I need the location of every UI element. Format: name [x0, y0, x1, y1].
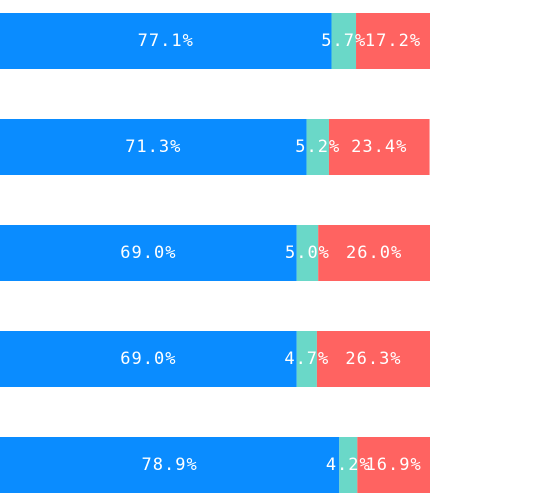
bar-5-secondary-label: 4.2%: [326, 455, 371, 475]
bar-3-secondary-label: 5.0%: [285, 243, 330, 263]
bar-5-secondary-segment: [339, 437, 358, 493]
bar-2-primary-segment: [0, 119, 307, 175]
bar-2-secondary-segment: [306, 119, 329, 175]
bar-1-primary-label: 77.1%: [138, 31, 194, 51]
bar-4-primary-segment: [0, 331, 297, 387]
bar-1-secondary-segment: [331, 13, 357, 69]
bar-4-tertiary-label: 26.3%: [345, 349, 401, 369]
bar-3-secondary-segment: [296, 225, 319, 281]
bar-3-tertiary-segment: [318, 225, 430, 281]
bar-2-secondary-label: 5.2%: [295, 137, 340, 157]
bar-5-tertiary-label: 16.9%: [366, 455, 422, 475]
bar-3-tertiary-label: 26.0%: [346, 243, 402, 263]
bar-5-primary-label: 78.9%: [142, 455, 198, 475]
bar-1-primary-segment: [0, 13, 332, 69]
bar-5-primary-segment: [0, 437, 340, 493]
bar-2-tertiary-segment: [328, 119, 430, 175]
bar-3-primary-segment: [0, 225, 297, 281]
bars-group: [0, 13, 430, 493]
bar-4-tertiary-segment: [316, 331, 430, 387]
bar-1-tertiary-segment: [356, 13, 430, 69]
data-labels-group: 77.1% 5.7%17.2% 71.3% 5.2% 23.4% 69.0% 5.0% 26.…: [120, 31, 422, 475]
bar-4-primary-label: 69.0%: [120, 349, 176, 369]
bar-4-secondary-segment: [296, 331, 317, 387]
bar-1-tertiary-label: 17.2%: [365, 31, 421, 51]
bar-1-secondary-label: 5.7%: [321, 31, 366, 51]
bar-5-tertiary-segment: [357, 437, 430, 493]
bar-2-tertiary-label: 23.4%: [351, 137, 407, 157]
bar-4-secondary-label: 4.7%: [284, 349, 329, 369]
bar-3-primary-label: 69.0%: [120, 243, 176, 263]
bar-2-primary-label: 71.3%: [125, 137, 181, 157]
